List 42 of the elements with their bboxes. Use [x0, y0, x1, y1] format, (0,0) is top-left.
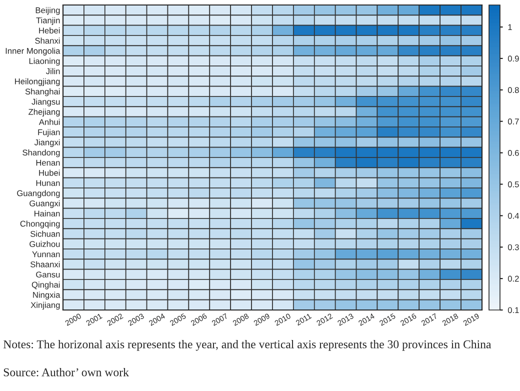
y-tick-label: Xinjiang	[30, 302, 60, 310]
y-tick-label: Yunnan	[32, 251, 60, 258]
y-tick-label: Guangxi	[30, 200, 60, 208]
y-tick-label: Tianjin	[36, 17, 60, 25]
y-tick-label: Qinghai	[32, 282, 60, 290]
y-tick-label: Gansu	[36, 272, 60, 278]
y-tick-label: Heilongjiang	[15, 78, 60, 86]
y-tick-label: Zhejiang	[28, 108, 60, 116]
color-bar-label: 0.9	[508, 56, 519, 62]
y-tick-label: Fujian	[38, 129, 60, 137]
y-tick-label: Anhui	[38, 118, 60, 126]
color-bar-label: 0.1	[508, 307, 519, 314]
y-tick-label: Hunan	[36, 180, 60, 186]
y-tick-label: Hubei	[39, 170, 60, 176]
color-bar-label: 0.2	[508, 276, 519, 282]
y-tick-label: Sichuan	[30, 230, 60, 237]
text: Notes: The horizonal axis represents the year, and the vertical axis represents the 30 provinces in China	[3, 340, 492, 351]
color-bar-label: 0.3	[508, 244, 519, 250]
color-bar-label: 1	[508, 24, 512, 30]
color-bar-label: 0.5	[508, 181, 519, 188]
y-tick-label: Beijing	[36, 7, 60, 15]
y-tick-label: Hebei	[39, 27, 60, 34]
y-tick-label: Hainan	[34, 210, 60, 217]
y-tick-label: Jilin	[46, 68, 60, 74]
y-tick-label: Shaanxi	[30, 261, 60, 268]
y-tick-label: Guangdong	[17, 190, 60, 198]
y-tick-label: Shandong	[22, 149, 60, 158]
y-tick-label: Guizhou	[30, 240, 60, 248]
y-tick-label: Henan	[36, 160, 60, 166]
color-bar-label: 0.6	[508, 150, 519, 156]
color-bar-label: 0.8	[508, 87, 519, 93]
y-tick-label: Jiangsu	[32, 98, 60, 106]
y-tick-label: Liaoning	[29, 58, 60, 66]
y-tick-label: Jiangxi	[34, 139, 60, 147]
color-bar-label: 0.4	[508, 212, 519, 219]
y-tick-label: Shanxi	[35, 38, 60, 44]
y-tick-label: Ningxia	[33, 292, 60, 300]
color-bar-label: 0.7	[508, 118, 519, 124]
y-tick-label: Chongqing	[20, 220, 60, 228]
y-tick-label: Inner Mongolia	[6, 48, 60, 56]
source-note: Source: Author’ own work	[4, 368, 129, 376]
y-tick-label: Shanghai	[25, 88, 60, 96]
